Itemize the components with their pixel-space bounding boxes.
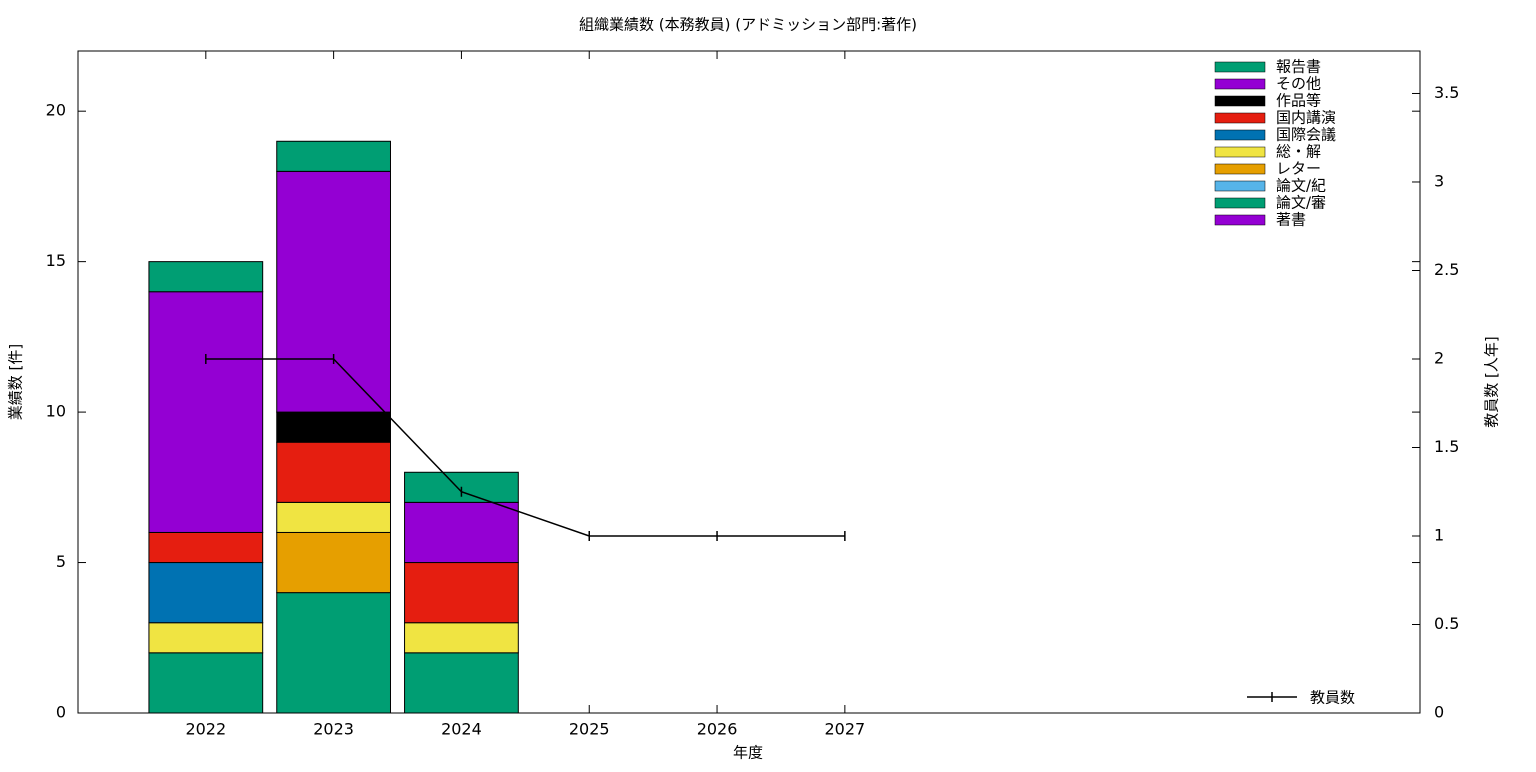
legend-swatch [1214,214,1266,226]
legend-swatch [1214,95,1266,107]
legend-swatch [1214,78,1266,90]
y2-tick-label: 1 [1434,525,1444,544]
legend-label: 国内講演 [1276,109,1336,127]
bar-segment [404,501,519,564]
legend-label: 著書 [1276,211,1306,229]
bar-segment [148,652,264,714]
bar-segment [276,501,391,533]
bar-segment [276,531,391,594]
y2-tick-label: 3.5 [1434,83,1459,102]
legend-swatch [1214,163,1266,175]
bar-segment [276,170,391,413]
y-tick-label: 0 [56,703,66,722]
x-tick-label: 2026 [697,720,738,739]
bar-segment [148,291,264,533]
legend-label: 報告書 [1276,58,1321,76]
y-tick-label: 10 [46,402,66,421]
bar-segment [276,411,391,443]
legend-label: その他 [1276,75,1321,93]
y-axis-label: 業績数 [件] [7,344,25,420]
legend-swatch [1214,112,1266,124]
legend-swatch [1214,180,1266,192]
y2-tick-label: 1.5 [1434,437,1459,456]
legend-label: 国際会議 [1276,126,1336,144]
x-tick-label: 2024 [441,720,482,739]
y2-tick-label: 0.5 [1434,614,1459,633]
y2-tick-label: 2 [1434,348,1444,367]
legend-label: 作品等 [1276,92,1321,110]
x-axis-label: 年度 [733,744,763,762]
legend-label: レター [1276,160,1321,178]
x-tick-label: 2027 [824,720,865,739]
bar-segment [148,562,264,624]
legend-label: 論文/審 [1276,194,1326,212]
bar-segment [276,441,391,503]
x-tick-label: 2025 [569,720,610,739]
chart-title: 組織業績数 (本務教員) (アドミッション部門:著作) [579,16,917,34]
y2-axis-label: 教員数 [人年] [1483,336,1501,427]
legend-swatch [1214,197,1266,209]
y-tick-label: 20 [46,101,66,120]
plot-frame [77,50,1421,714]
bar-segment [276,140,391,172]
line [205,358,845,537]
bar-segment [404,562,519,624]
bar-segment [404,622,519,654]
bar-segment [148,261,264,293]
y2-tick-label: 2.5 [1434,260,1459,279]
bar-segment [148,531,264,564]
x-tick-label: 2022 [185,720,226,739]
x-tick-label: 2023 [313,720,354,739]
y2-tick-label: 0 [1434,703,1444,722]
bar-segment [404,652,519,714]
legend-swatch [1214,61,1266,73]
legend-swatch [1214,129,1266,141]
y-tick-label: 5 [56,552,66,571]
bar-segment [276,592,391,714]
legend-label: 教員数 [1310,689,1355,707]
y2-tick-label: 3 [1434,171,1444,190]
legend-label: 総・解 [1276,143,1321,161]
legend-label: 論文/紀 [1276,177,1326,195]
bar-segment [148,622,264,654]
legend-swatch [1214,146,1266,158]
y-tick-label: 15 [46,251,66,270]
